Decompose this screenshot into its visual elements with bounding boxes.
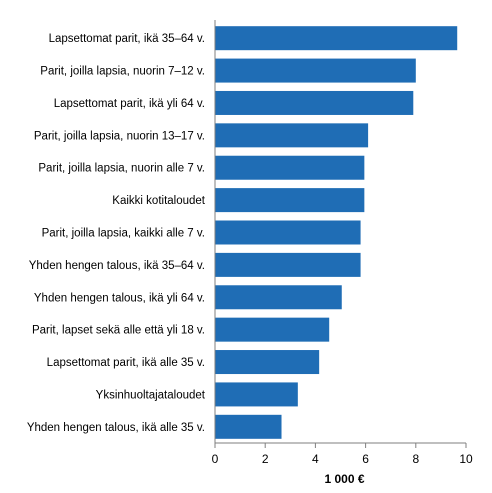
category-labels: Lapsettomat parit, ikä 35–64 v. Parit, jo… (27, 33, 206, 434)
bar (215, 350, 320, 375)
category-label: Yhden hengen talous, ikä alle 35 v. (27, 422, 205, 434)
bar (215, 285, 342, 310)
bar (215, 90, 414, 115)
bar (215, 188, 365, 213)
x-tick-label: 10 (459, 452, 473, 466)
category-label: Parit, joilla lapsia, kaikki alle 7 v. (42, 228, 205, 240)
category-label: Kaikki kotitaloudet (112, 195, 205, 207)
bar (215, 252, 361, 277)
category-label: Yksinhuoltajataloudet (96, 389, 206, 401)
bar (215, 382, 298, 407)
bar (215, 123, 369, 148)
bars-group (215, 26, 458, 439)
x-tick-label: 0 (212, 452, 219, 466)
x-tick-label: 4 (312, 452, 319, 466)
bar (215, 220, 361, 245)
x-tick-label: 8 (412, 452, 419, 466)
category-label: Lapsettomat parit, ikä yli 64 v. (54, 98, 205, 110)
category-label: Yhden hengen talous, ikä 35–64 v. (29, 260, 205, 272)
category-label: Parit, joilla lapsia, nuorin 13–17 v. (34, 130, 205, 142)
category-label: Parit, joilla lapsia, nuorin alle 7 v. (38, 163, 205, 175)
bar (215, 58, 416, 83)
x-tick-label: 2 (262, 452, 269, 466)
x-axis-title: 1 000 € (324, 472, 364, 486)
category-label: Parit, lapset sekä alle että yli 18 v. (32, 325, 205, 337)
x-tick-label: 6 (362, 452, 369, 466)
category-label: Parit, joilla lapsia, nuorin 7–12 v. (40, 66, 205, 78)
bar (215, 26, 458, 51)
category-label: Yhden hengen talous, ikä yli 64 v. (34, 292, 205, 304)
category-label: Lapsettomat parit, ikä alle 35 v. (47, 357, 205, 369)
x-ticks-group: 0 2 4 6 8 10 (212, 443, 473, 466)
bar (215, 155, 365, 180)
bar (215, 414, 282, 439)
bar (215, 317, 330, 342)
category-label: Lapsettomat parit, ikä 35–64 v. (49, 33, 205, 45)
